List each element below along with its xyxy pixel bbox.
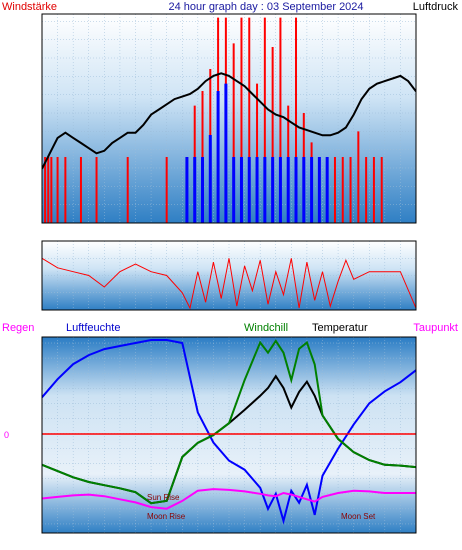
windchill-line xyxy=(42,339,416,505)
temperature-humidity-series xyxy=(42,339,416,525)
wind-direction-line xyxy=(42,257,416,310)
wind-pressure-frame xyxy=(41,13,417,224)
sun-rise-label: Sun Rise xyxy=(147,493,180,502)
rain-zero-label: 0 xyxy=(4,430,9,440)
temperature-humidity-grid xyxy=(42,337,416,533)
legend-regen: Regen xyxy=(2,322,34,334)
moon-rise-label: Moon Rise xyxy=(147,512,186,521)
legend-luftfeuchte: Luftfeuchte xyxy=(66,322,120,334)
luftdruck-line xyxy=(42,72,416,170)
temperature-humidity-frame xyxy=(41,336,417,534)
taupunkt-line xyxy=(42,488,416,510)
chart-title: 24 hour graph day : 03 September 2024 xyxy=(168,1,363,13)
windstaerke-axis-label: Windstärke xyxy=(2,1,57,13)
wind-direction-frame xyxy=(41,240,417,311)
wind-direction-series xyxy=(42,257,416,310)
temperature-humidity-plot-area xyxy=(42,337,416,533)
legend-temperatur: Temperatur xyxy=(312,322,368,334)
wind-pressure-series xyxy=(42,17,416,223)
luftfeuchte-line xyxy=(42,339,416,525)
moon-set-label: Moon Set xyxy=(341,512,376,521)
legend-taupunkt: Taupunkt xyxy=(413,322,458,334)
legend-windchill: Windchill xyxy=(244,322,288,334)
luftdruck-axis-label: Luftdruck xyxy=(413,1,459,13)
